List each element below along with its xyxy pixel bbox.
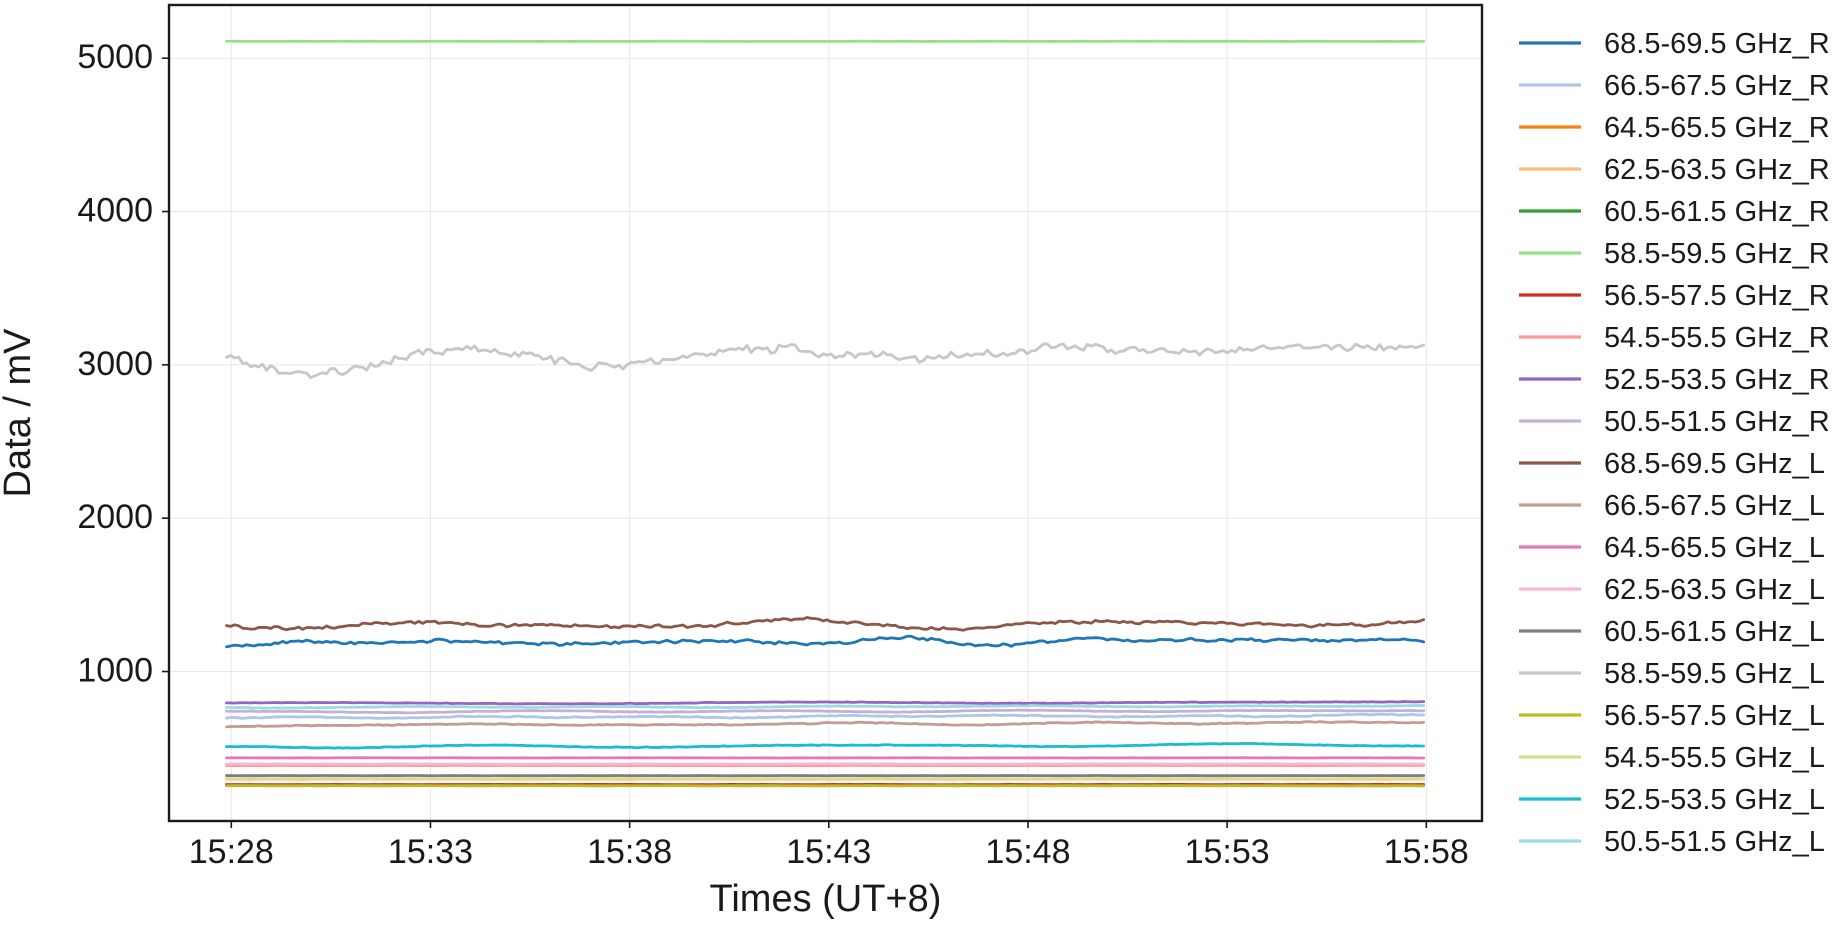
- svg-text:56.5-57.5 GHz_L: 56.5-57.5 GHz_L: [1604, 700, 1825, 732]
- svg-text:64.5-65.5 GHz_L: 64.5-65.5 GHz_L: [1604, 532, 1825, 564]
- svg-text:15:33: 15:33: [388, 833, 473, 871]
- svg-text:66.5-67.5 GHz_L: 66.5-67.5 GHz_L: [1604, 490, 1825, 522]
- svg-text:68.5-69.5 GHz_L: 68.5-69.5 GHz_L: [1604, 448, 1825, 480]
- svg-text:15:53: 15:53: [1185, 833, 1270, 871]
- svg-text:54.5-55.5 GHz_L: 54.5-55.5 GHz_L: [1604, 742, 1825, 774]
- svg-text:Data / mV: Data / mV: [0, 328, 39, 498]
- svg-text:2000: 2000: [77, 498, 153, 536]
- svg-text:Times (UT+8): Times (UT+8): [710, 878, 942, 920]
- svg-text:1000: 1000: [77, 652, 153, 690]
- svg-text:56.5-57.5 GHz_R: 56.5-57.5 GHz_R: [1604, 280, 1830, 312]
- svg-text:58.5-59.5 GHz_L: 58.5-59.5 GHz_L: [1604, 658, 1825, 690]
- svg-text:15:43: 15:43: [786, 833, 871, 871]
- svg-text:15:48: 15:48: [985, 833, 1070, 871]
- svg-text:15:28: 15:28: [189, 833, 274, 871]
- svg-text:66.5-67.5 GHz_R: 66.5-67.5 GHz_R: [1604, 70, 1830, 102]
- svg-text:68.5-69.5 GHz_R: 68.5-69.5 GHz_R: [1604, 28, 1830, 60]
- svg-text:15:58: 15:58: [1384, 833, 1469, 871]
- svg-text:62.5-63.5 GHz_R: 62.5-63.5 GHz_R: [1604, 154, 1830, 186]
- svg-text:60.5-61.5 GHz_L: 60.5-61.5 GHz_L: [1604, 616, 1825, 648]
- svg-text:50.5-51.5 GHz_R: 50.5-51.5 GHz_R: [1604, 406, 1830, 438]
- svg-text:62.5-63.5 GHz_L: 62.5-63.5 GHz_L: [1604, 574, 1825, 606]
- svg-text:3000: 3000: [77, 345, 153, 383]
- svg-text:50.5-51.5 GHz_L: 50.5-51.5 GHz_L: [1604, 826, 1825, 858]
- svg-text:52.5-53.5 GHz_R: 52.5-53.5 GHz_R: [1604, 364, 1830, 396]
- svg-text:15:38: 15:38: [587, 833, 672, 871]
- svg-text:54.5-55.5 GHz_R: 54.5-55.5 GHz_R: [1604, 322, 1830, 354]
- svg-text:64.5-65.5 GHz_R: 64.5-65.5 GHz_R: [1604, 112, 1830, 144]
- svg-text:58.5-59.5 GHz_R: 58.5-59.5 GHz_R: [1604, 238, 1830, 270]
- svg-text:52.5-53.5 GHz_L: 52.5-53.5 GHz_L: [1604, 784, 1825, 816]
- svg-text:5000: 5000: [77, 38, 153, 76]
- svg-text:60.5-61.5 GHz_R: 60.5-61.5 GHz_R: [1604, 196, 1830, 228]
- svg-text:4000: 4000: [77, 192, 153, 230]
